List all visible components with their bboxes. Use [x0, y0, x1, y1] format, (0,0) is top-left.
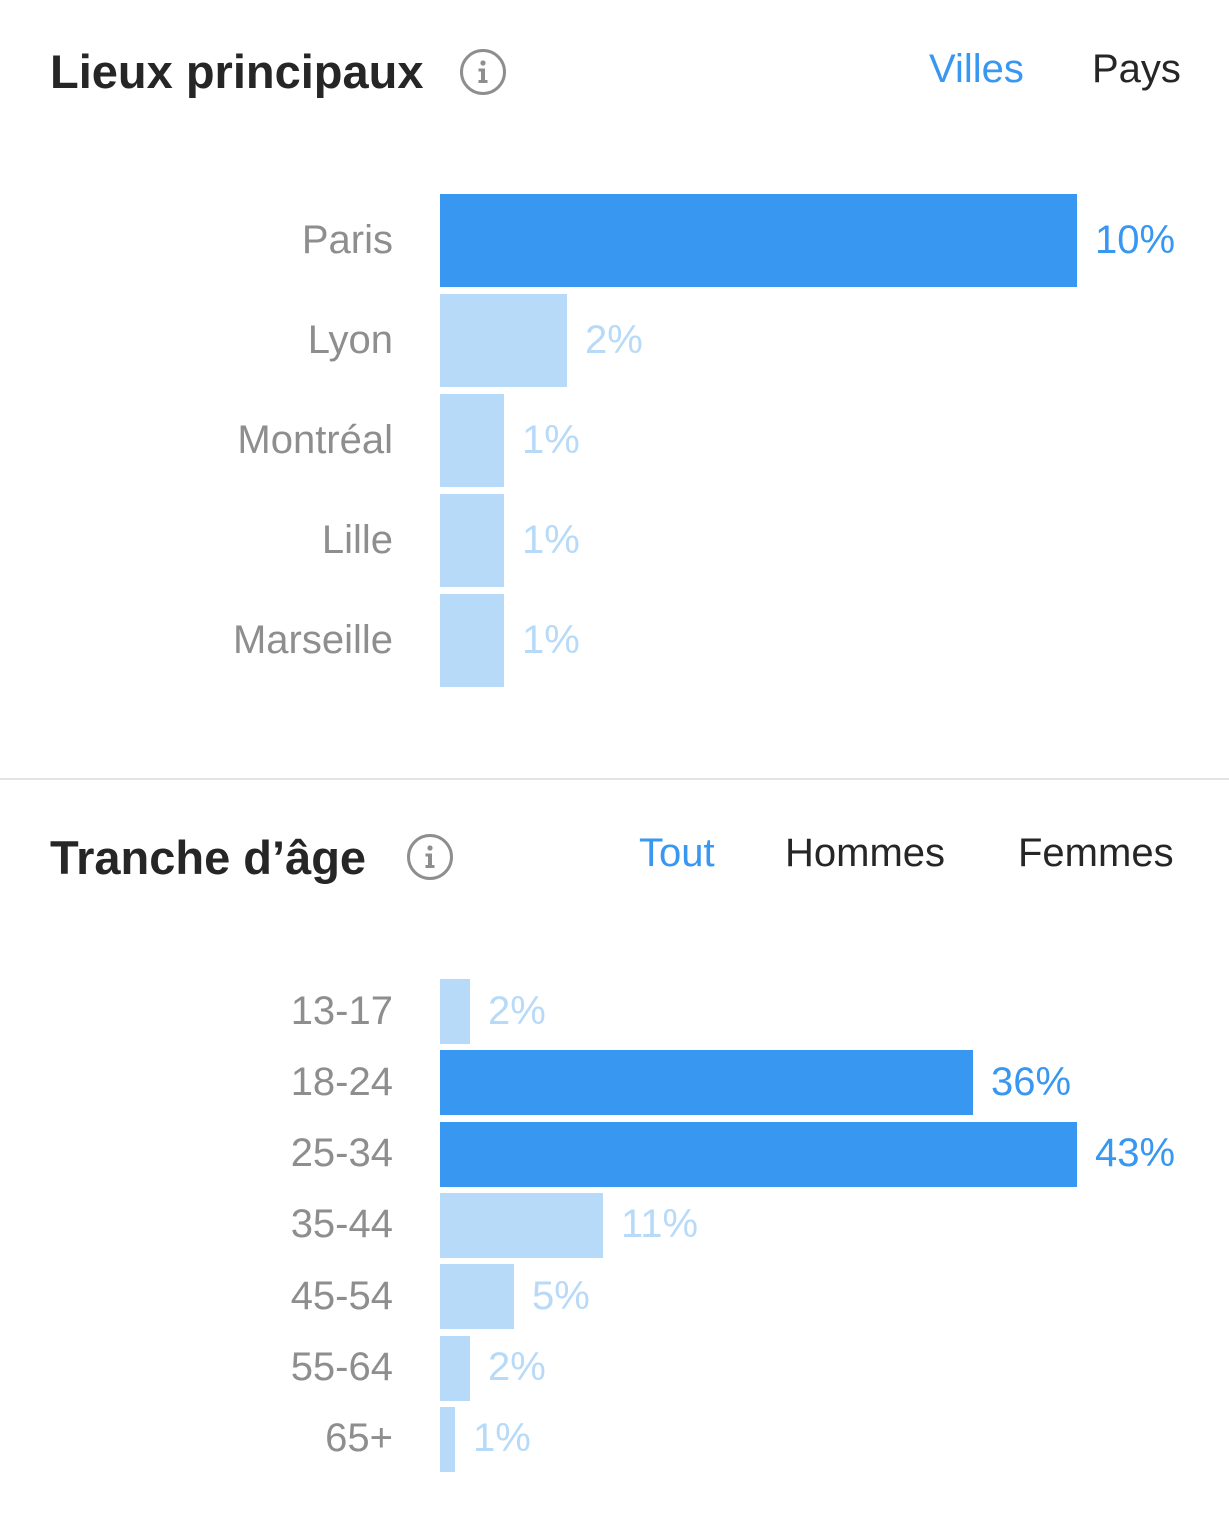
tab-all[interactable]: Tout: [639, 831, 715, 875]
bar-value-label: 1%: [522, 517, 580, 562]
top-locations-section: Lieux principaux Villes Pays Paris 10% Lyo…: [50, 45, 1181, 687]
bar: [440, 294, 567, 387]
bar-label: Lyon: [307, 317, 393, 362]
bar: [440, 1121, 1077, 1187]
bar: [440, 1335, 470, 1401]
bar: [440, 594, 504, 687]
bar-label: Lille: [321, 517, 393, 562]
bar: [440, 979, 470, 1044]
top-locations-chart: Paris 10% Lyon 2% Montréal 1% Lille 1% Marseille…: [232, 194, 1176, 687]
bar-label: Marseille: [232, 617, 393, 662]
bar-value-label: 5%: [532, 1273, 590, 1318]
bar: [440, 1406, 455, 1472]
bar-value-label: 43%: [1095, 1131, 1176, 1176]
bar: [440, 1192, 603, 1258]
bar-label: 55-64: [290, 1345, 393, 1389]
bar-label: 25-34: [290, 1131, 393, 1176]
section-divider: [0, 778, 1229, 780]
bar-label: Montréal: [237, 417, 393, 462]
bar-label: 65+: [325, 1416, 393, 1461]
bar-value-label: 1%: [522, 417, 580, 462]
bar: [440, 1264, 514, 1330]
info-icon[interactable]: [459, 48, 507, 96]
bar-value-label: 1%: [522, 617, 580, 662]
bar-label: Paris: [301, 217, 393, 262]
bar-label: 35-44: [290, 1202, 393, 1247]
bar-label: 18-24: [290, 1059, 393, 1104]
bar-label: 45-54: [290, 1273, 393, 1318]
bar-value-label: 36%: [991, 1059, 1072, 1104]
bar: [440, 1050, 973, 1116]
bar-value-label: 11%: [621, 1202, 699, 1247]
bar: [440, 394, 504, 487]
bar-value-label: 1%: [473, 1416, 531, 1461]
tab-men[interactable]: Hommes: [785, 831, 946, 875]
tab-countries[interactable]: Pays: [1092, 47, 1181, 91]
info-icon[interactable]: [406, 833, 454, 881]
bar-label: 13-17: [290, 988, 393, 1033]
bar-value-label: 2%: [488, 988, 546, 1033]
bar: [440, 194, 1077, 287]
age-range-chart: 13-17 2% 18-24 36% 25-34 43% 35-44 11% 45-54 5% 55…: [0, 780, 1229, 1532]
bar-value-label: 10%: [1095, 217, 1176, 262]
bar-value-label: 2%: [585, 317, 643, 362]
age-range-title: Tranche d’âge: [50, 831, 367, 884]
age-range-section: Tranche d’âge Tout Hommes Femmes 13-17 2%…: [0, 780, 1229, 1532]
tab-cities[interactable]: Villes: [929, 47, 1024, 91]
bar: [440, 494, 504, 587]
top-locations-title: Lieux principaux: [50, 45, 424, 98]
bar-value-label: 2%: [488, 1345, 546, 1389]
tab-women[interactable]: Femmes: [1018, 831, 1174, 875]
